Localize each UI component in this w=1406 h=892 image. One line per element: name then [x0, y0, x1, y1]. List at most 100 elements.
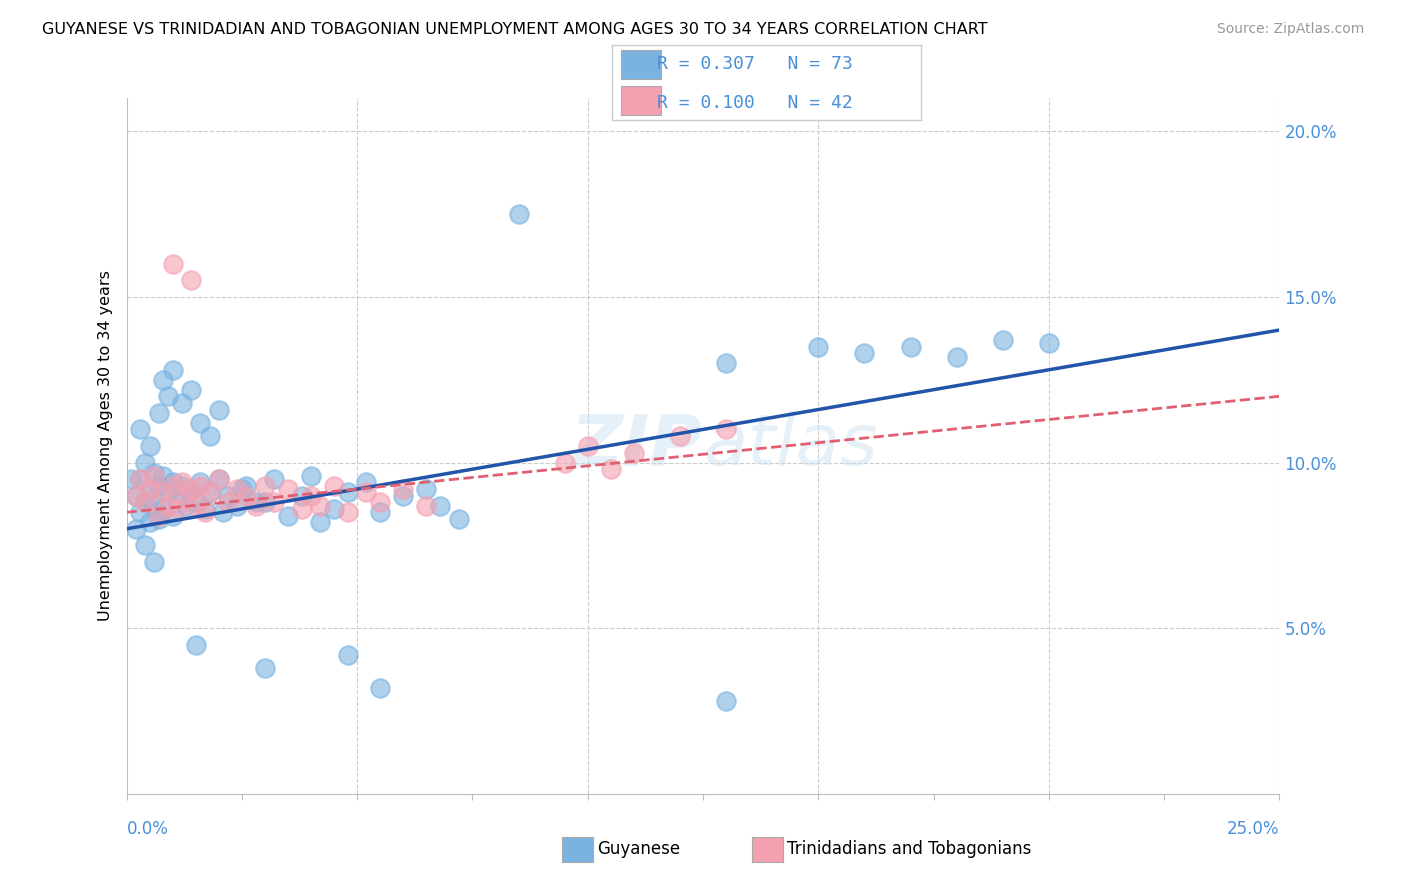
Point [235, 489, 257, 503]
Point [162, 508, 184, 523]
Text: R = 0.307   N = 73: R = 0.307 N = 73 [657, 55, 852, 73]
Point [176, 499, 198, 513]
Point [1038, 336, 1060, 351]
Point [217, 495, 239, 509]
Text: atlas: atlas [703, 411, 877, 481]
Point [152, 485, 174, 500]
Point [299, 468, 322, 483]
Point [157, 485, 180, 500]
Point [309, 515, 332, 529]
Point [157, 389, 180, 403]
Point [138, 439, 160, 453]
Point [152, 468, 174, 483]
Point [134, 495, 156, 509]
Point [148, 479, 170, 493]
Point [226, 499, 249, 513]
Point [198, 485, 221, 500]
Point [245, 499, 267, 513]
Point [184, 495, 207, 509]
Point [356, 475, 378, 490]
Point [198, 485, 221, 500]
Point [180, 482, 202, 496]
Point [253, 661, 276, 675]
Point [188, 479, 211, 493]
Text: Source: ZipAtlas.com: Source: ZipAtlas.com [1216, 22, 1364, 37]
Point [263, 495, 285, 509]
Point [714, 694, 737, 708]
Point [245, 495, 267, 509]
Point [231, 482, 253, 496]
Point [162, 257, 184, 271]
Point [134, 538, 156, 552]
Point [162, 479, 184, 493]
Point [129, 505, 152, 519]
Point [226, 482, 249, 496]
Point [853, 346, 876, 360]
Point [235, 479, 257, 493]
Point [198, 429, 221, 443]
Point [148, 508, 170, 523]
Point [120, 472, 142, 486]
Point [212, 505, 235, 519]
Point [336, 485, 359, 500]
Point [291, 502, 314, 516]
Point [253, 495, 276, 509]
Point [336, 648, 359, 662]
Text: Trinidadians and Tobagonians: Trinidadians and Tobagonians [787, 840, 1032, 858]
Point [152, 502, 174, 516]
Point [129, 422, 152, 436]
Point [263, 472, 285, 486]
Point [323, 502, 346, 516]
Bar [621, 50, 661, 78]
Point [138, 515, 160, 529]
Point [208, 472, 231, 486]
Point [138, 482, 160, 496]
Point [392, 482, 415, 496]
Point [554, 456, 576, 470]
Point [162, 475, 184, 490]
Point [176, 491, 198, 506]
Point [138, 482, 160, 496]
Point [162, 363, 184, 377]
Point [157, 499, 180, 513]
Point [991, 333, 1014, 347]
Point [669, 429, 692, 443]
Point [508, 207, 530, 221]
Point [188, 416, 211, 430]
Point [166, 502, 188, 516]
Point [188, 475, 211, 490]
Point [714, 422, 737, 436]
Point [170, 396, 193, 410]
Point [180, 383, 202, 397]
Point [129, 472, 152, 486]
Point [392, 489, 415, 503]
Point [277, 508, 299, 523]
Point [415, 482, 437, 496]
Point [291, 489, 314, 503]
Point [900, 340, 922, 354]
Point [134, 456, 156, 470]
Point [184, 638, 207, 652]
Point [299, 489, 322, 503]
Point [180, 482, 202, 496]
Point [217, 489, 239, 503]
Point [277, 482, 299, 496]
Text: R = 0.100   N = 42: R = 0.100 N = 42 [657, 94, 852, 112]
Point [180, 273, 202, 287]
Point [447, 512, 470, 526]
Point [143, 555, 166, 569]
Point [125, 522, 148, 536]
Point [194, 505, 217, 519]
Point [368, 505, 391, 519]
Point [184, 499, 207, 513]
Text: ZIP: ZIP [571, 411, 703, 481]
Point [148, 512, 170, 526]
Point [134, 495, 156, 509]
Point [170, 479, 193, 493]
Point [807, 340, 830, 354]
Point [253, 479, 276, 493]
Point [143, 499, 166, 513]
Point [576, 439, 599, 453]
Text: 25.0%: 25.0% [1227, 820, 1279, 838]
Point [125, 489, 148, 503]
